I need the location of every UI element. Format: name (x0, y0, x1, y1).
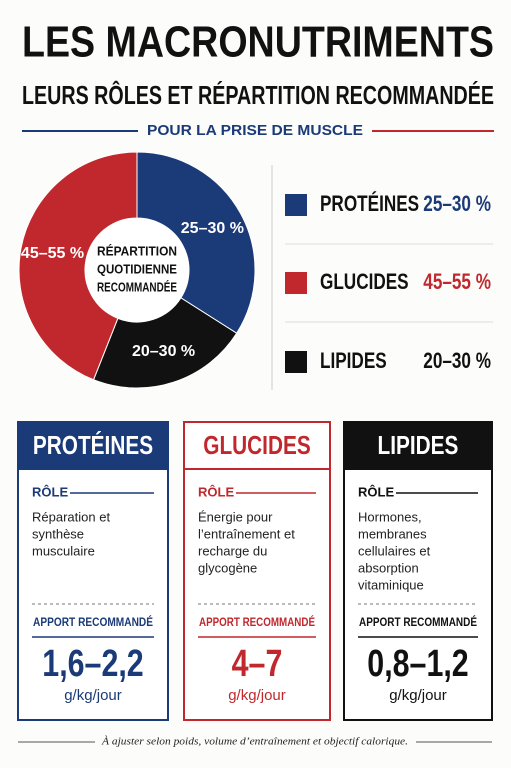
role-label: RÔLE (198, 484, 234, 499)
segment-label: 25–30 % (181, 220, 244, 237)
legend-label: PROTÉINES (320, 191, 419, 217)
role-text: membranes (358, 526, 427, 541)
segment-label: 20–30 % (132, 343, 195, 360)
apport-value: 4–7 (232, 643, 283, 685)
apport-value: 0,8–1,2 (367, 643, 468, 685)
role-text: recharge du (198, 543, 267, 558)
role-text: cellulaires et (358, 543, 431, 558)
donut-hole (85, 218, 189, 322)
subtitle: LEURS RÔLES ET RÉPARTITION RECOMMANDÉE (22, 80, 494, 110)
card-title: LIPIDES (378, 431, 459, 460)
tagline: POUR LA PRISE DE MUSCLE (147, 122, 363, 139)
role-text: absorption (358, 560, 419, 575)
apport-value: 1,6–2,2 (42, 643, 143, 685)
legend-value: 25–30 % (423, 192, 491, 217)
legend-value: 20–30 % (423, 349, 491, 374)
legend-swatch (285, 194, 307, 216)
card-header (183, 421, 331, 470)
role-text: musculaire (32, 543, 95, 558)
role-text: Énergie pour (198, 509, 273, 524)
legend-swatch (285, 272, 307, 294)
card-title: PROTÉINES (33, 430, 153, 460)
card-title: GLUCIDES (203, 431, 310, 460)
card (343, 421, 493, 721)
role-label: RÔLE (32, 484, 68, 499)
title: LES MACRONUTRIMENTS (22, 18, 494, 67)
role-text: l’entraînement et (198, 526, 295, 541)
role-text: glycogène (198, 560, 257, 575)
role-text: Réparation et (32, 509, 110, 524)
legend-label: GLUCIDES (320, 270, 409, 295)
role-text: Hormones, (358, 509, 422, 524)
legend-swatch (285, 351, 307, 373)
apport-unit: g/kg/jour (389, 687, 447, 704)
center-label: RÉPARTITION (97, 243, 177, 258)
role-text: synthèse (32, 526, 84, 541)
apport-unit: g/kg/jour (228, 687, 286, 704)
apport-label: APPORT RECOMMANDÉ (33, 614, 153, 629)
legend-label: LIPIDES (320, 349, 387, 374)
center-label: QUOTIDIENNE (97, 261, 177, 276)
footer-note: À ajuster selon poids, volume d’entraîne… (101, 736, 408, 748)
role-label: RÔLE (358, 484, 394, 499)
segment-label: 45–55 % (21, 245, 84, 262)
card-header (343, 421, 493, 470)
card (17, 421, 169, 721)
card (183, 421, 331, 721)
apport-unit: g/kg/jour (64, 687, 122, 704)
legend-value: 45–55 % (423, 270, 491, 295)
apport-label: APPORT RECOMMANDÉ (359, 614, 477, 629)
card-header (17, 421, 169, 470)
apport-label: APPORT RECOMMANDÉ (199, 614, 315, 629)
role-text: vitaminique (358, 577, 424, 592)
center-label: RECOMMANDÉE (97, 279, 177, 294)
